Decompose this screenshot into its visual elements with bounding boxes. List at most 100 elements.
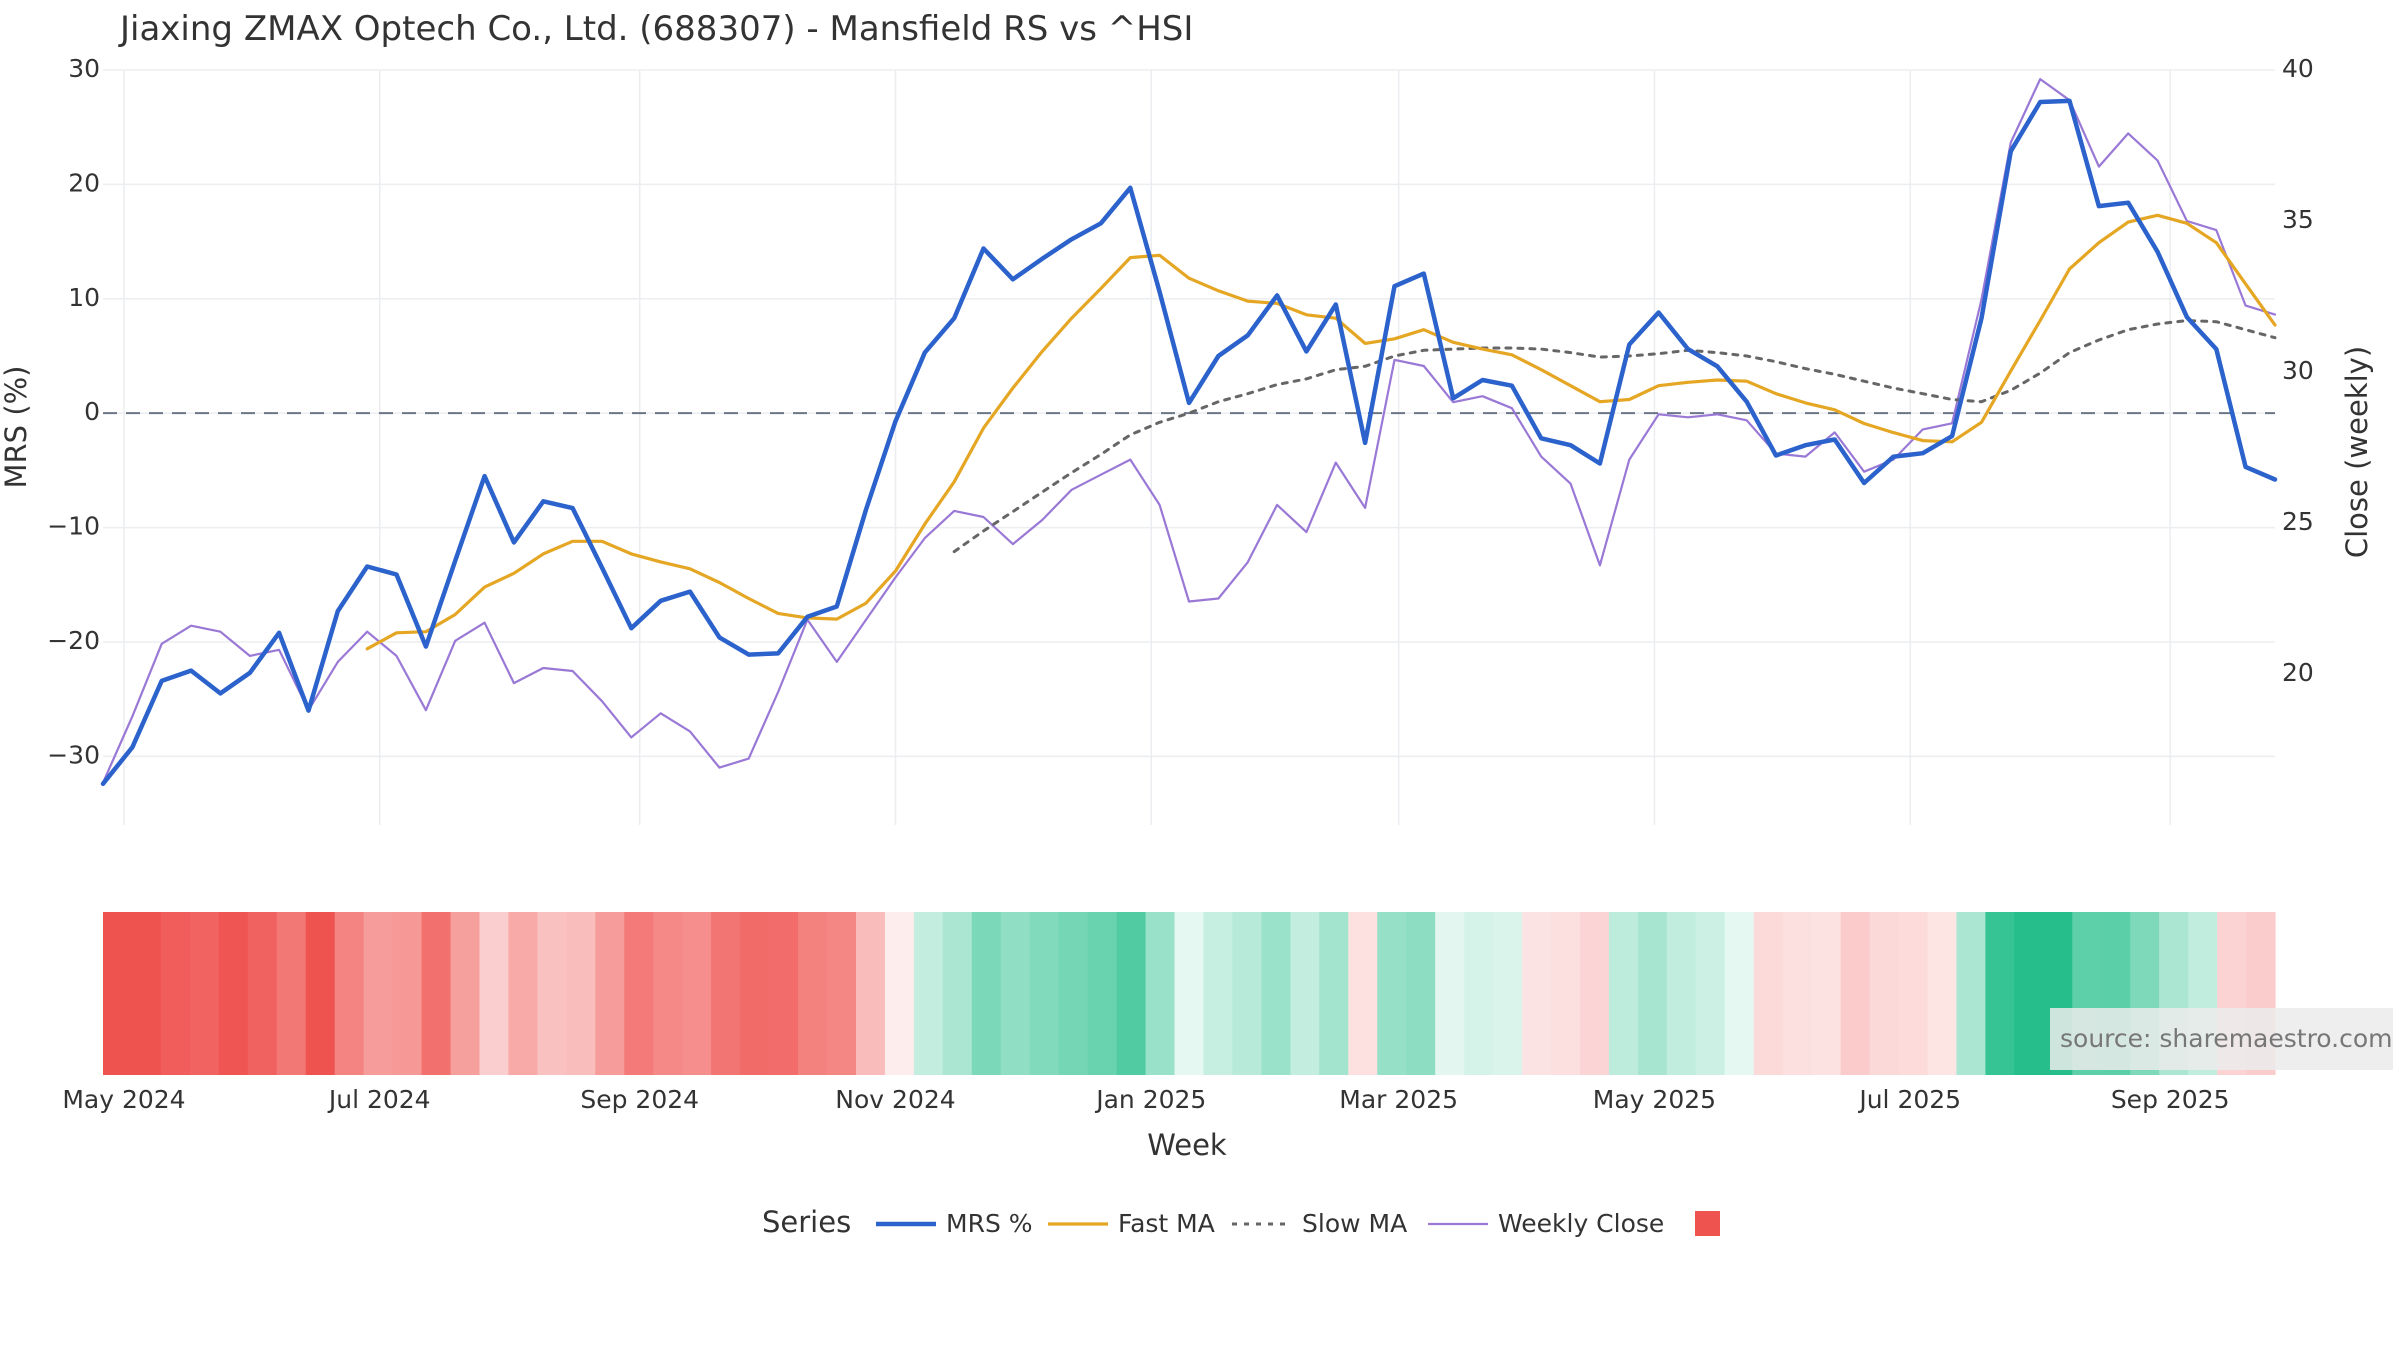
heatmap-cell bbox=[334, 912, 365, 1075]
heatmap-cell bbox=[1666, 912, 1697, 1075]
heatmap-cell bbox=[131, 912, 162, 1075]
legend-label: MRS % bbox=[946, 1209, 1033, 1238]
series-layer bbox=[100, 78, 2278, 787]
heatmap-cell bbox=[1522, 912, 1552, 1075]
heatmap-cell bbox=[1695, 912, 1726, 1075]
heatmap-cell bbox=[1203, 912, 1234, 1075]
heatmap-cell bbox=[421, 912, 452, 1075]
legend-item-weekly-close[interactable]: Weekly Close bbox=[1428, 1209, 1664, 1238]
heatmap-cell bbox=[1637, 912, 1668, 1075]
heatmap-cell bbox=[1406, 912, 1436, 1075]
x-tick-label: Jan 2025 bbox=[1094, 1085, 1206, 1114]
y2-tick-label: 25 bbox=[2282, 507, 2314, 536]
heatmap-cell bbox=[1145, 912, 1176, 1075]
heatmap-cell bbox=[769, 912, 799, 1075]
heatmap-cell bbox=[1377, 912, 1407, 1075]
x-tick-label: Jul 2024 bbox=[327, 1085, 431, 1114]
y-axis-title: MRS (%) bbox=[0, 366, 33, 489]
legend: Series MRS % Fast MA Slow MA Weekly Close bbox=[762, 1205, 1720, 1239]
source-label: source: sharemaestro.com bbox=[2050, 1008, 2393, 1070]
y2-tick-label: 40 bbox=[2282, 54, 2314, 83]
heatmap-cell bbox=[1608, 912, 1639, 1075]
x-axis: May 2024 Jul 2024 Sep 2024 Nov 2024 Jan 2025… bbox=[62, 1085, 2229, 1114]
x-tick-label: Nov 2024 bbox=[835, 1085, 955, 1114]
heatmap-cell bbox=[508, 912, 538, 1075]
heatmap-cell bbox=[1985, 912, 2015, 1075]
heatmap-cell bbox=[1087, 912, 1118, 1075]
heatmap-cell bbox=[1724, 912, 1755, 1075]
heatmap-cell bbox=[942, 912, 973, 1075]
legend-title: Series bbox=[762, 1205, 851, 1239]
heatmap-cell bbox=[798, 912, 828, 1075]
heatmap-cell bbox=[479, 912, 510, 1075]
x-tick-label: Mar 2025 bbox=[1339, 1085, 1458, 1114]
heatmap-cell bbox=[450, 912, 481, 1075]
y-tick-label: 30 bbox=[68, 54, 100, 83]
mrs-line bbox=[100, 98, 2278, 787]
heatmap-cell bbox=[682, 912, 712, 1075]
heatmap-cell bbox=[1551, 912, 1581, 1075]
heatmap-cell bbox=[971, 912, 1002, 1075]
y-tick-label: 20 bbox=[68, 168, 100, 197]
heatmap-cell bbox=[363, 912, 394, 1075]
legend-item-slow-ma[interactable]: Slow MA bbox=[1232, 1209, 1407, 1238]
heatmap-cell bbox=[595, 912, 625, 1075]
heatmap-cell bbox=[566, 912, 596, 1075]
grid-layer bbox=[103, 69, 2275, 825]
legend-swatch bbox=[1695, 1211, 1720, 1236]
heatmap-cell bbox=[1782, 912, 1813, 1075]
heatmap-cell bbox=[884, 912, 915, 1075]
x-tick-label: May 2024 bbox=[62, 1085, 185, 1114]
heatmap-cell bbox=[160, 912, 191, 1075]
heatmap-cell bbox=[1261, 912, 1291, 1075]
heatmap-cell bbox=[1493, 912, 1523, 1075]
legend-item-heatmap[interactable] bbox=[1695, 1211, 1720, 1236]
legend-label: Weekly Close bbox=[1498, 1209, 1664, 1238]
y-tick-label: −30 bbox=[47, 740, 100, 769]
y-tick-label: 10 bbox=[68, 283, 100, 312]
y2-axis: 20 25 30 35 40 bbox=[2282, 54, 2314, 687]
heatmap-cell bbox=[1000, 912, 1031, 1075]
chart-title: Jiaxing ZMAX Optech Co., Ltd. (688307) -… bbox=[118, 9, 1193, 49]
heatmap-cell bbox=[855, 912, 886, 1075]
heatmap-cell bbox=[913, 912, 944, 1075]
heatmap-cell bbox=[1753, 912, 1784, 1075]
heatmap-cell bbox=[1348, 912, 1378, 1075]
heatmap-cell bbox=[537, 912, 567, 1075]
heatmap-cell bbox=[305, 912, 336, 1075]
y-tick-label: −10 bbox=[47, 512, 100, 541]
heatmap-cell bbox=[247, 912, 278, 1075]
heatmap-cell bbox=[624, 912, 654, 1075]
legend-item-fast-ma[interactable]: Fast MA bbox=[1048, 1209, 1215, 1238]
heatmap-cell bbox=[2014, 912, 2044, 1075]
heatmap-cell bbox=[1869, 912, 1900, 1075]
heatmap-cell bbox=[740, 912, 770, 1075]
heatmap-cell bbox=[711, 912, 741, 1075]
heatmap-cell bbox=[392, 912, 423, 1075]
heatmap-cell bbox=[827, 912, 857, 1075]
heatmap-cell bbox=[1319, 912, 1349, 1075]
heatmap-cell bbox=[276, 912, 307, 1075]
heatmap-cell bbox=[653, 912, 683, 1075]
slow-ma-line bbox=[952, 319, 2277, 554]
heatmap-cell bbox=[189, 912, 220, 1075]
heatmap-cell bbox=[1058, 912, 1089, 1075]
y-tick-label: 0 bbox=[84, 397, 100, 426]
y2-axis-title: Close (weekly) bbox=[2340, 346, 2374, 558]
heatmap-cell bbox=[218, 912, 249, 1075]
heatmap-cell bbox=[1811, 912, 1842, 1075]
y2-tick-label: 35 bbox=[2282, 205, 2314, 234]
heatmap-cell bbox=[103, 912, 133, 1075]
y2-tick-label: 30 bbox=[2282, 356, 2314, 385]
legend-item-mrs[interactable]: MRS % bbox=[876, 1209, 1033, 1238]
y-tick-label: −20 bbox=[47, 626, 100, 655]
heatmap-cell bbox=[1840, 912, 1871, 1075]
legend-label: Fast MA bbox=[1118, 1209, 1215, 1238]
x-axis-title: Week bbox=[1147, 1128, 1227, 1162]
heatmap-cell bbox=[1116, 912, 1147, 1075]
x-tick-label: Sep 2025 bbox=[2111, 1085, 2230, 1114]
x-tick-label: May 2025 bbox=[1593, 1085, 1716, 1114]
legend-label: Slow MA bbox=[1302, 1209, 1407, 1238]
